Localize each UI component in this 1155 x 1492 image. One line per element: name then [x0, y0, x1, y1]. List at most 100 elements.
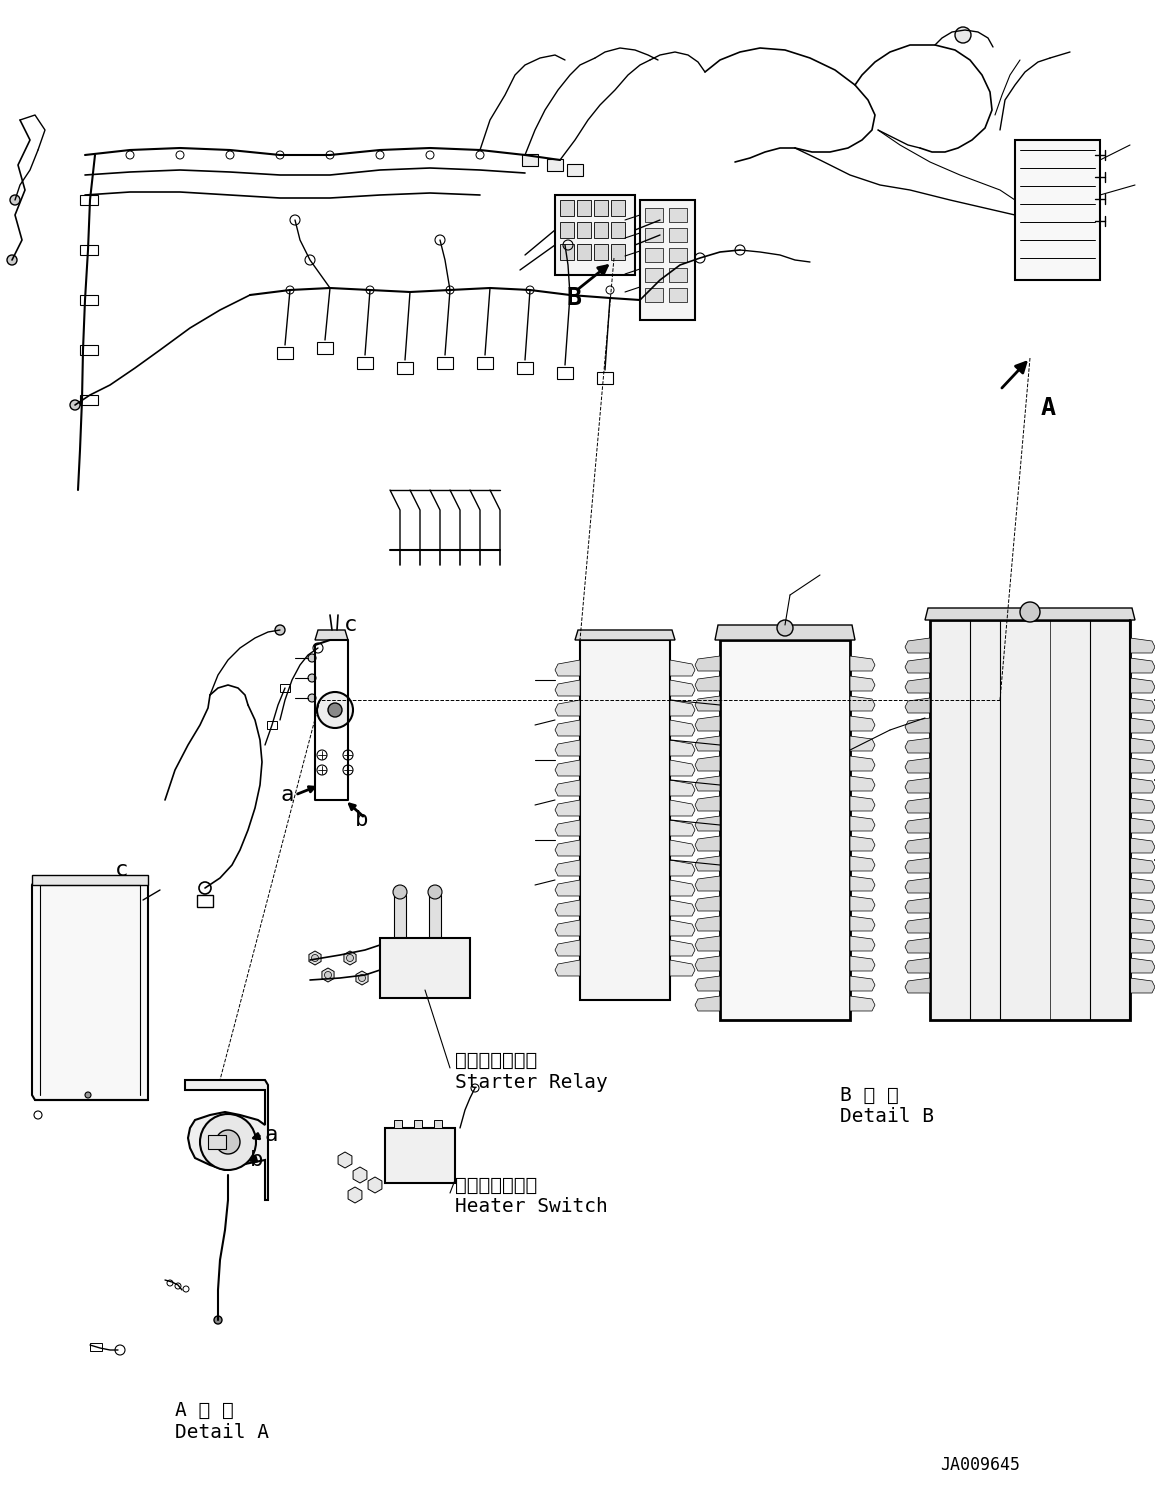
Circle shape [216, 1129, 240, 1153]
Polygon shape [850, 976, 875, 991]
Circle shape [358, 974, 365, 982]
Bar [644, 269, 663, 282]
Polygon shape [1130, 839, 1155, 853]
Polygon shape [1130, 758, 1155, 773]
Bar [669, 288, 687, 301]
Bar [80, 345, 98, 355]
Polygon shape [670, 721, 695, 736]
Bar [280, 683, 290, 692]
Bar [208, 1135, 226, 1149]
Polygon shape [1130, 938, 1155, 953]
Polygon shape [906, 777, 930, 794]
Text: a: a [264, 1125, 278, 1144]
Text: b: b [249, 1150, 263, 1170]
Bar [640, 200, 695, 319]
Polygon shape [850, 695, 875, 712]
Circle shape [85, 1092, 91, 1098]
Text: スタータリレー: スタータリレー [455, 1050, 537, 1070]
Polygon shape [850, 836, 875, 850]
Polygon shape [315, 630, 348, 640]
Polygon shape [670, 680, 695, 695]
Polygon shape [695, 897, 720, 912]
Polygon shape [556, 740, 580, 756]
Bar [669, 207, 687, 222]
Bar [357, 357, 373, 369]
Text: a: a [280, 785, 293, 806]
Text: ヒータスイッチ: ヒータスイッチ [455, 1176, 537, 1195]
Polygon shape [670, 921, 695, 935]
Bar [578, 245, 591, 260]
Polygon shape [308, 950, 321, 965]
Polygon shape [906, 658, 930, 673]
Polygon shape [556, 959, 580, 976]
Polygon shape [695, 656, 720, 671]
Bar [594, 245, 608, 260]
Polygon shape [670, 700, 695, 716]
Circle shape [328, 703, 342, 718]
Polygon shape [695, 856, 720, 871]
Polygon shape [695, 776, 720, 791]
Polygon shape [670, 959, 695, 976]
Circle shape [393, 885, 407, 900]
Polygon shape [695, 676, 720, 691]
Polygon shape [32, 874, 148, 885]
Polygon shape [348, 1188, 362, 1203]
Polygon shape [850, 956, 875, 971]
Polygon shape [556, 680, 580, 695]
Polygon shape [906, 839, 930, 853]
Bar [434, 1120, 442, 1128]
Text: Heater Switch: Heater Switch [455, 1198, 608, 1216]
Polygon shape [850, 756, 875, 771]
Polygon shape [850, 716, 875, 731]
Text: B: B [566, 286, 581, 310]
Bar [413, 1120, 422, 1128]
Bar [90, 1343, 102, 1350]
Bar [394, 1120, 402, 1128]
Circle shape [325, 971, 331, 979]
Polygon shape [556, 780, 580, 797]
Bar [397, 363, 413, 374]
Polygon shape [670, 800, 695, 816]
Polygon shape [356, 971, 368, 985]
Polygon shape [850, 856, 875, 871]
Polygon shape [1130, 777, 1155, 794]
Bar [80, 295, 98, 304]
Polygon shape [670, 821, 695, 836]
Polygon shape [906, 938, 930, 953]
Polygon shape [695, 916, 720, 931]
Bar [385, 1128, 455, 1183]
Polygon shape [850, 797, 875, 812]
Polygon shape [695, 997, 720, 1012]
Polygon shape [368, 1177, 382, 1194]
Polygon shape [556, 821, 580, 836]
Polygon shape [695, 695, 720, 712]
Bar [930, 621, 1130, 1021]
Bar [611, 222, 625, 239]
Polygon shape [1130, 958, 1155, 973]
Polygon shape [670, 840, 695, 856]
Bar [267, 721, 277, 730]
Circle shape [70, 400, 80, 410]
Polygon shape [556, 721, 580, 736]
Polygon shape [906, 698, 930, 713]
Polygon shape [556, 940, 580, 956]
Polygon shape [695, 756, 720, 771]
Polygon shape [695, 836, 720, 850]
Bar [644, 228, 663, 242]
Circle shape [312, 955, 319, 961]
Text: b: b [355, 810, 368, 830]
Text: B 詳 細: B 詳 細 [840, 1086, 899, 1104]
Polygon shape [1130, 639, 1155, 653]
Circle shape [7, 255, 17, 266]
Polygon shape [695, 797, 720, 812]
Polygon shape [1130, 898, 1155, 913]
Bar [560, 222, 574, 239]
Polygon shape [1130, 798, 1155, 813]
Polygon shape [670, 740, 695, 756]
Polygon shape [850, 876, 875, 891]
Circle shape [200, 1115, 256, 1170]
Polygon shape [695, 956, 720, 971]
Polygon shape [185, 1080, 268, 1200]
Bar [394, 895, 407, 937]
Circle shape [275, 625, 285, 636]
